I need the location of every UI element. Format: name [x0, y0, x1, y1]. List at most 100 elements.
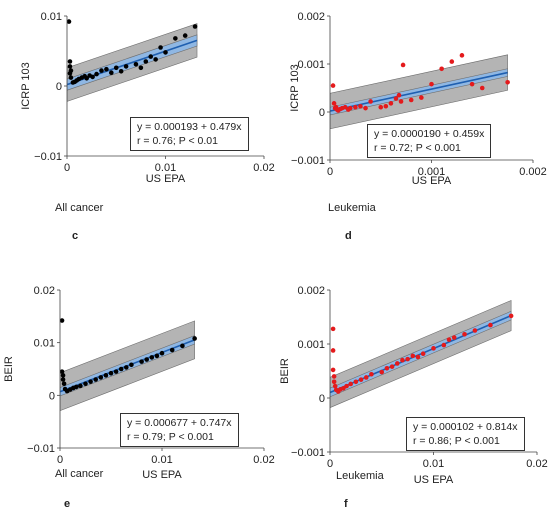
data-point [88, 379, 93, 384]
equation-f: y = 0.000102 + 0.814x [413, 421, 518, 433]
y-axis-label: BEIR [279, 358, 291, 384]
y-tick-label: 0 [56, 81, 62, 93]
y-tick-label: −0.01 [27, 443, 55, 455]
data-point [173, 36, 178, 41]
x-tick-label: 0.02 [526, 458, 547, 470]
x-tick-label: 0.02 [253, 162, 274, 174]
data-point [508, 313, 514, 319]
y-tick-label: 0.001 [297, 339, 325, 351]
data-point [330, 83, 336, 88]
data-point [182, 33, 188, 38]
sublabel-f: Leukemia [336, 470, 384, 482]
x-tick-label: 0 [57, 454, 63, 466]
data-point [67, 71, 73, 76]
data-point [389, 364, 395, 369]
data-point [153, 57, 158, 62]
data-point [331, 379, 337, 385]
y-tick-label: 0.01 [34, 338, 55, 350]
data-point [368, 99, 373, 104]
y-tick-label: 0 [319, 393, 325, 405]
stats-d: r = 0.72; P < 0.001 [374, 142, 461, 154]
x-tick-label: 0.02 [253, 454, 274, 466]
data-point [108, 370, 114, 376]
x-axis-label: US EPA [412, 175, 452, 187]
data-point [330, 326, 336, 332]
data-point [154, 353, 160, 359]
data-point [388, 101, 394, 106]
equation-box-e: y = 0.000677 + 0.747x r = 0.79; P < 0.00… [120, 413, 239, 447]
data-point [379, 369, 385, 375]
data-point [104, 66, 109, 72]
stats-c: r = 0.76; P < 0.01 [137, 135, 218, 147]
data-point [400, 62, 406, 68]
data-point [169, 347, 175, 353]
data-point [383, 103, 389, 109]
y-tick-label: −0.001 [291, 155, 325, 167]
y-tick-label: 0.01 [41, 11, 62, 23]
y-tick-label: −0.01 [34, 151, 62, 163]
equation-e: y = 0.000677 + 0.747x [127, 417, 232, 429]
x-axis-label: US EPA [142, 469, 182, 481]
data-point [353, 379, 359, 385]
sublabel-d: Leukemia [328, 202, 376, 214]
x-axis-label: US EPA [146, 173, 186, 185]
data-point [60, 373, 66, 378]
panel-letter-f: f [344, 498, 348, 510]
data-point [363, 105, 368, 111]
x-tick-label: 0 [64, 162, 70, 174]
data-point [441, 342, 447, 348]
data-point [332, 383, 338, 389]
data-point [94, 71, 99, 77]
equation-box-f: y = 0.000102 + 0.814x r = 0.86; P < 0.00… [406, 417, 525, 451]
plot-area [60, 318, 197, 412]
x-tick-label: 0.002 [519, 166, 547, 178]
sublabel-c: All cancer [55, 202, 104, 214]
data-point [192, 24, 198, 29]
data-point [363, 375, 369, 380]
sublabel-e: All cancer [55, 468, 104, 480]
plot-area [330, 53, 510, 130]
data-point [348, 381, 353, 387]
data-point [378, 104, 384, 110]
data-point [331, 374, 337, 379]
panel-letter-d: d [345, 230, 352, 242]
data-point [90, 74, 95, 80]
data-point [123, 64, 129, 69]
data-point [394, 361, 400, 366]
data-point [429, 81, 434, 87]
data-point [488, 322, 493, 328]
data-point [67, 19, 72, 24]
data-point [118, 366, 124, 372]
data-point [124, 365, 129, 370]
y-tick-label: 0.02 [34, 285, 55, 297]
data-point [103, 373, 109, 378]
data-point [158, 45, 163, 50]
data-point [384, 366, 390, 371]
x-tick-label: 0.001 [418, 166, 446, 178]
data-point [472, 328, 478, 333]
data-point [449, 59, 455, 64]
data-point [93, 377, 98, 382]
data-point [118, 69, 124, 74]
x-tick-label: 0.01 [423, 458, 444, 470]
y-tick-label: 0.001 [297, 59, 325, 71]
data-point [180, 343, 185, 349]
equation-d: y = 0.0000190 + 0.459x [374, 128, 485, 140]
x-tick-label: 0 [327, 458, 333, 470]
data-point [348, 105, 353, 111]
y-axis-label: BEIR [3, 356, 15, 382]
data-point [109, 70, 114, 75]
y-tick-label: 0.002 [297, 285, 325, 297]
data-point [60, 369, 65, 374]
data-point [369, 371, 374, 377]
data-point [439, 66, 444, 72]
data-point [451, 335, 457, 340]
x-tick-label: 0.01 [151, 454, 172, 466]
data-point [330, 348, 336, 353]
y-axis-label: ICRP 103 [289, 64, 301, 112]
data-point [419, 95, 424, 100]
data-point [415, 354, 421, 360]
data-point [396, 92, 402, 98]
